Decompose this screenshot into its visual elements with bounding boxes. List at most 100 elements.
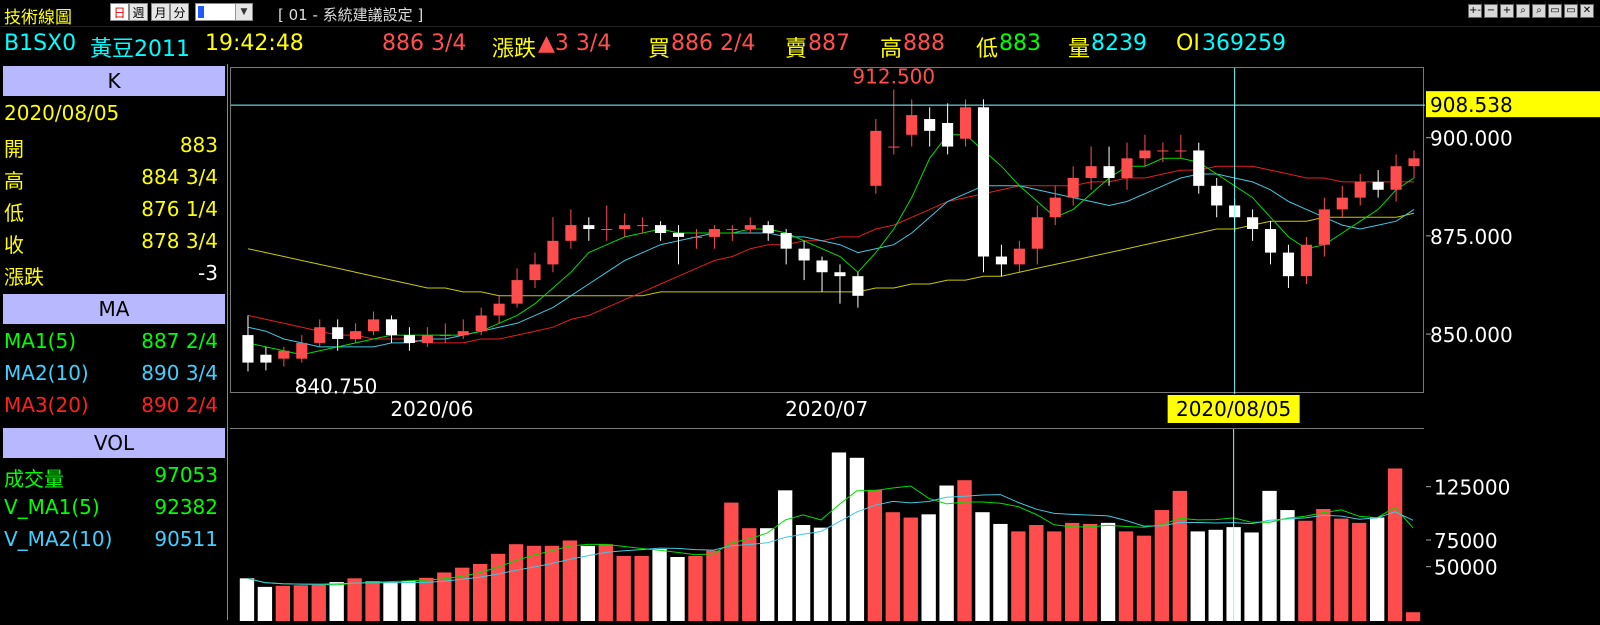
candle-body xyxy=(1354,181,1366,198)
period-minute-button[interactable]: 分 xyxy=(170,3,189,21)
volume-bar xyxy=(1208,529,1223,621)
ohlc-row-close: 收 878 3/4 xyxy=(4,226,222,258)
candle-body xyxy=(1157,150,1169,152)
candle-body xyxy=(1121,158,1133,178)
date-tick-label: 2020/06 xyxy=(390,397,473,421)
volume-axis-canvas: 125000 75000 50000 xyxy=(1426,476,1510,580)
volume-bar xyxy=(616,555,631,621)
zoom-out-icon[interactable]: − xyxy=(1484,4,1498,18)
volume-bar xyxy=(1118,531,1134,621)
candle-body xyxy=(332,327,344,340)
volume-bar xyxy=(1405,612,1421,621)
volume-chart[interactable] xyxy=(230,428,1424,621)
candle-body xyxy=(350,331,362,340)
volume-bar xyxy=(831,452,847,621)
resize-icon[interactable]: +- xyxy=(1468,4,1482,18)
ma-label: MA2(10) xyxy=(4,361,89,385)
volume-tick-label: 125000 xyxy=(1434,476,1510,500)
vol-label: V_MA2(10) xyxy=(4,527,113,551)
candle-body xyxy=(1085,166,1097,178)
candle-body xyxy=(583,225,595,230)
price-tick-label: 900.000 xyxy=(1430,127,1513,151)
candle-body xyxy=(906,115,918,135)
candle-body xyxy=(852,276,864,296)
high-value: 888 xyxy=(903,31,945,56)
candle-body xyxy=(601,229,613,231)
settings-preset-label[interactable]: [ 01 - 系統建議設定 ] xyxy=(278,6,424,24)
volume-bar xyxy=(921,514,936,621)
quote-time: 19:42:48 xyxy=(205,31,304,56)
volume-bar xyxy=(1047,531,1062,621)
close-icon[interactable]: ✕ xyxy=(1580,4,1594,18)
candle-body xyxy=(870,130,882,186)
zoom-in-icon[interactable]: + xyxy=(1500,4,1514,18)
candle-body xyxy=(726,229,738,231)
volume-ma5-line xyxy=(246,485,1414,586)
volume-bar xyxy=(473,563,488,621)
volume-label: 量 xyxy=(1068,37,1091,62)
ohlc-row-open: 開 883 xyxy=(4,130,222,162)
price-tick-label: 875.000 xyxy=(1430,225,1513,249)
candle-body xyxy=(278,350,290,359)
max-price-label: 912.500 xyxy=(852,68,935,89)
volume-chart-canvas[interactable] xyxy=(230,429,1424,621)
volume-bar xyxy=(544,545,560,621)
candle-body xyxy=(1049,197,1061,218)
high-label: 高 xyxy=(880,37,903,62)
candle-body xyxy=(690,236,703,238)
vol-value: 90511 xyxy=(154,527,218,551)
volume-tick-label: 75000 xyxy=(1434,529,1498,553)
volume-bar xyxy=(957,480,972,621)
volume-bar xyxy=(813,527,829,621)
candle-body xyxy=(1390,166,1402,190)
volume-bar xyxy=(275,585,291,621)
volume-bar xyxy=(1172,490,1187,621)
restore-icon[interactable]: ▭ xyxy=(1548,4,1562,18)
price-chart[interactable]: 912.500 840.750 xyxy=(230,65,1425,398)
window-controls: +- − + ⌕ ⌕ ▭ ▭ ✕ xyxy=(1468,4,1594,18)
crosshair-date-label: 2020/08/05 xyxy=(1176,397,1291,421)
vol-row-3: V_MA2(10) 90511 xyxy=(4,524,222,556)
candle-body xyxy=(457,331,469,336)
bid-label: 買 xyxy=(648,37,671,62)
search-icon[interactable]: ⌕ xyxy=(1516,4,1530,18)
price-axis-canvas: 900.000 875.000 850.000 908.538 xyxy=(1426,91,1600,347)
maximize-icon[interactable]: ▭ xyxy=(1564,4,1578,18)
search-alt-icon[interactable]: ⌕ xyxy=(1532,4,1546,18)
ma5-line xyxy=(247,134,1415,356)
ohlc-value: 878 3/4 xyxy=(141,229,218,253)
candle-body xyxy=(314,327,326,343)
candle-body xyxy=(1013,248,1025,265)
chevron-down-icon[interactable]: ▼ xyxy=(235,4,252,20)
candle-body xyxy=(1139,150,1151,159)
price-chart-canvas[interactable]: 912.500 840.750 xyxy=(231,65,1425,398)
ohlc-label: 漲跌 xyxy=(4,265,44,289)
period-week-button[interactable]: 週 xyxy=(129,3,148,21)
ohlc-value: 876 1/4 xyxy=(141,197,218,221)
volume-bar xyxy=(1244,532,1259,621)
volume-bar xyxy=(526,545,542,621)
candle-body xyxy=(977,107,990,257)
volume-bar xyxy=(257,586,273,621)
candle-body xyxy=(547,240,559,265)
volume-bar xyxy=(490,553,506,621)
period-day-button[interactable]: 日 xyxy=(110,3,129,21)
price-axis: 900.000 875.000 850.000 908.538 xyxy=(1426,67,1600,425)
interval-select[interactable]: ▼ xyxy=(195,3,253,21)
volume-bar xyxy=(688,555,703,621)
volume-bar xyxy=(634,555,649,621)
candle-body xyxy=(744,225,756,230)
volume-bar xyxy=(1082,523,1098,621)
ma-value: 890 2/4 xyxy=(141,393,218,417)
volume-value: 8239 xyxy=(1091,31,1147,56)
candle-body xyxy=(1211,185,1223,206)
candle-body xyxy=(493,303,505,316)
volume-bar xyxy=(365,581,380,621)
candle-body xyxy=(1300,244,1312,277)
ask-value: 887 xyxy=(808,31,850,56)
volume-bar xyxy=(939,485,954,621)
period-month-button[interactable]: 月 xyxy=(151,3,170,21)
candle-body xyxy=(367,319,380,332)
ohlc-label: 收 xyxy=(4,233,24,257)
